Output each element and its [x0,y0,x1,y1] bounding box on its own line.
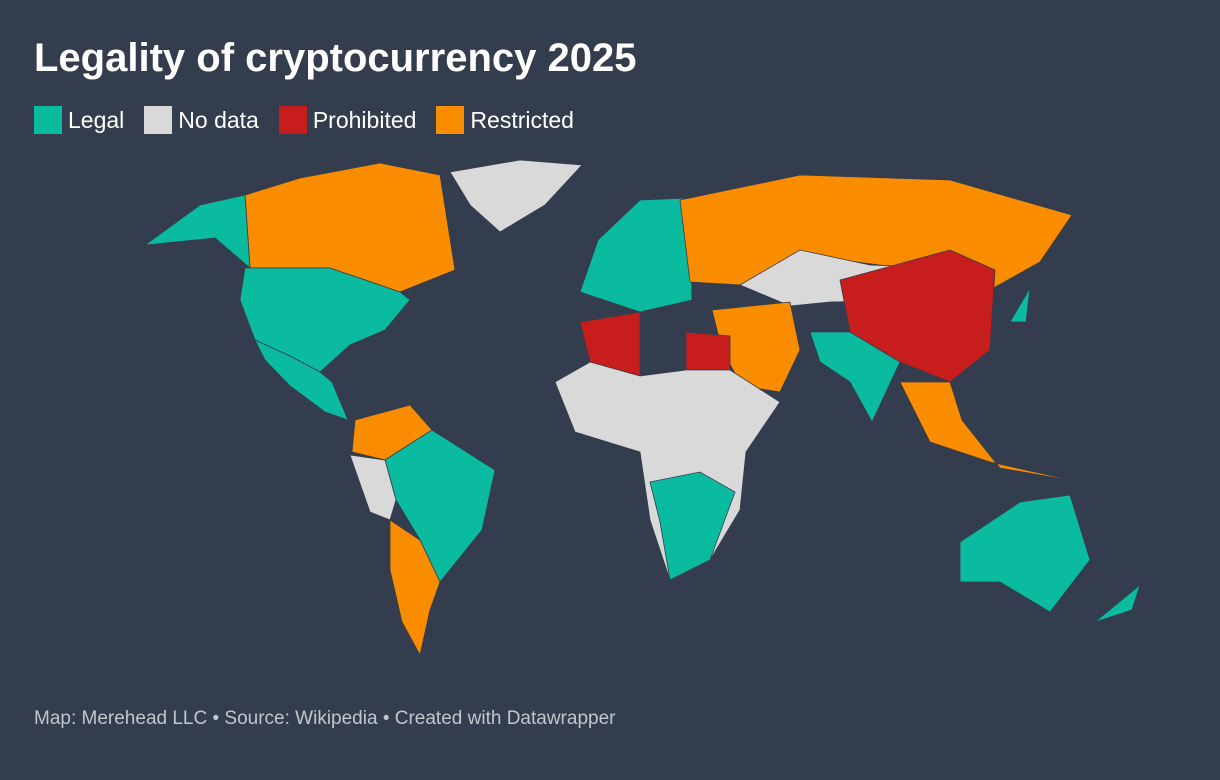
new-zealand [1094,583,1141,623]
legend-item: Legal [34,106,124,134]
southern-africa [649,471,736,581]
india [809,331,901,423]
argentina [389,519,441,657]
mexico [254,339,349,421]
legend-swatch [34,106,62,134]
legend-label: Legal [68,106,125,133]
egypt [685,331,731,371]
legend-item: Restricted [436,106,574,134]
africa [554,361,781,581]
peru-chile [349,454,397,521]
title: Legality of cryptocurrency 2025 [34,36,637,80]
usa [239,267,411,373]
legend-swatch [436,106,465,134]
legend-item: No data [144,106,259,134]
legend-swatch [144,106,173,134]
alaska [143,194,251,269]
footer: Map: Merehead LLC • Source: Wikipedia • … [34,708,616,729]
greenland [449,159,583,233]
japan [1009,287,1031,323]
brazil [384,429,496,583]
australia [959,494,1091,613]
southeast-asia [899,381,1081,483]
europe [579,197,693,313]
legend-label: Restricted [470,106,574,133]
legend-label: No data [178,106,259,133]
legend-swatch [278,106,307,134]
legend-label: Prohibited [312,106,417,133]
legend-item: Prohibited [278,106,417,134]
legend: Legal No data Prohibited Restricted [34,106,574,134]
